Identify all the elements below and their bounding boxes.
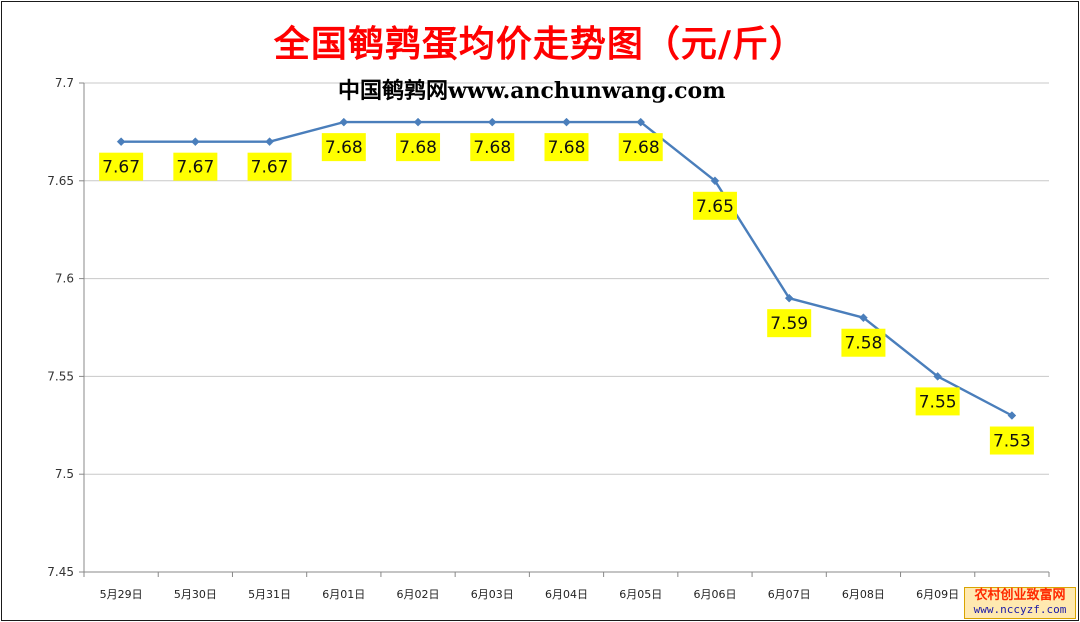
data-label: 7.68 <box>548 138 586 158</box>
data-point <box>339 117 349 127</box>
x-tick-label: 6月04日 <box>545 588 588 601</box>
x-tick-label: 6月07日 <box>768 588 811 601</box>
data-point <box>265 137 274 147</box>
data-point <box>1007 411 1017 420</box>
data-label-background <box>396 133 441 162</box>
data-label-background <box>989 426 1034 455</box>
y-tick-label: 7.7 <box>55 76 74 90</box>
data-label: 7.53 <box>993 432 1031 452</box>
corner-badge-name: 农村创业致富网 <box>974 588 1066 603</box>
data-label-background <box>915 387 960 416</box>
x-tick-label: 6月08日 <box>842 588 885 601</box>
data-label-background <box>692 191 737 220</box>
data-label: 7.68 <box>622 138 660 158</box>
data-point <box>487 117 497 127</box>
data-point <box>710 176 720 186</box>
y-tick-label: 7.65 <box>47 174 74 188</box>
data-label-background <box>247 152 292 181</box>
data-label-background <box>321 133 366 162</box>
data-point <box>784 293 794 303</box>
data-point <box>636 117 646 127</box>
data-label: 7.65 <box>696 197 734 217</box>
x-tick-label: 6月09日 <box>916 588 959 601</box>
x-tick-label: 5月29日 <box>100 588 143 601</box>
data-point <box>859 313 868 323</box>
corner-badge: 农村创业致富网 www.nccyzf.com <box>964 587 1076 619</box>
data-label: 7.67 <box>251 158 289 178</box>
y-tick-label: 7.55 <box>47 369 74 383</box>
x-tick-label: 6月02日 <box>397 588 440 601</box>
x-tick-label: 6月03日 <box>471 588 514 601</box>
data-label: 7.67 <box>102 158 140 178</box>
watermark-text: 中国鹌鹑网www.anchunwang.com <box>338 78 726 104</box>
x-tick-label: 5月31日 <box>248 588 291 601</box>
data-label-background <box>544 133 589 162</box>
data-label: 7.67 <box>176 158 214 178</box>
data-point <box>413 117 423 127</box>
data-label-background <box>173 152 218 181</box>
x-tick-label: 6月05日 <box>619 588 662 601</box>
x-tick-label: 5月30日 <box>174 588 217 601</box>
data-label: 7.68 <box>325 138 363 158</box>
data-label-background <box>767 309 812 338</box>
x-tick-label: 6月06日 <box>693 588 736 601</box>
x-tick-label: 6月01日 <box>322 588 365 601</box>
data-point <box>190 137 200 147</box>
data-point <box>562 117 571 127</box>
data-label: 7.59 <box>770 314 808 334</box>
data-label: 7.55 <box>919 392 957 412</box>
data-point <box>116 137 126 147</box>
data-label-background <box>470 133 515 162</box>
data-label: 7.68 <box>473 138 511 158</box>
corner-badge-url: www.nccyzf.com <box>973 603 1067 616</box>
data-label-background <box>618 133 663 162</box>
y-tick-label: 7.5 <box>55 467 74 481</box>
data-label: 7.68 <box>399 138 437 158</box>
data-label: 7.58 <box>844 334 882 354</box>
data-label-background <box>99 152 144 181</box>
data-label-background <box>841 328 886 357</box>
y-tick-label: 7.6 <box>55 272 74 286</box>
y-tick-label: 7.45 <box>47 565 74 579</box>
chart-title: 全国鹌鹑蛋均价走势图（元/斤） <box>273 24 807 65</box>
data-point <box>933 372 943 381</box>
